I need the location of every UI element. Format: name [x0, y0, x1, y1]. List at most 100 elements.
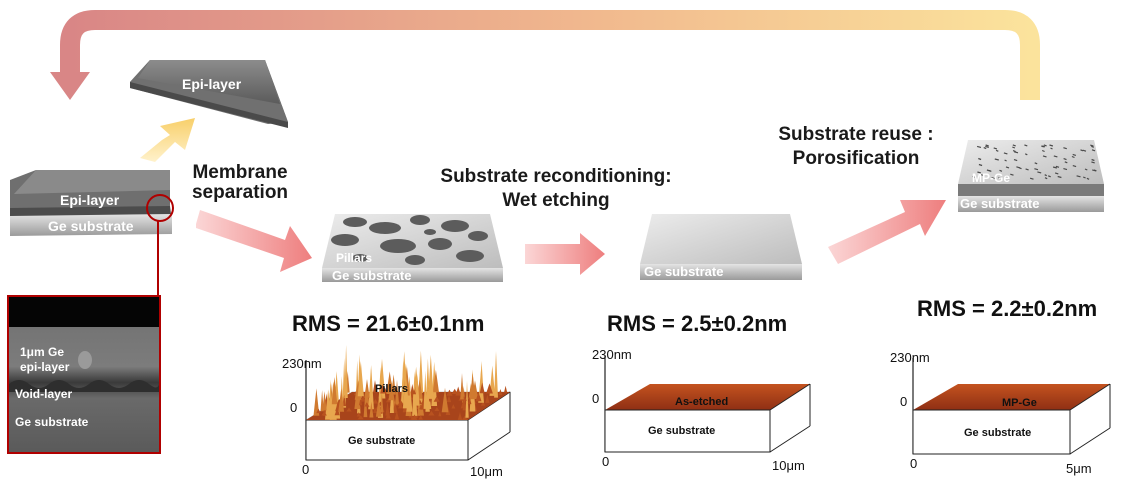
pore-mark [1013, 159, 1018, 162]
afm1-spike [455, 386, 461, 396]
afm1-spike [446, 395, 452, 403]
afm1-spike [423, 370, 427, 409]
pore-mark [976, 145, 982, 148]
afm1-spike [373, 380, 377, 393]
afm1-spike [412, 389, 417, 395]
pore-mark [972, 175, 977, 178]
afm1-spike [470, 373, 476, 400]
afm1-spike [385, 401, 390, 416]
pore-mark [1072, 165, 1077, 168]
afm1-spike [313, 388, 320, 416]
pore-mark [1044, 174, 1047, 177]
afm1-spike [356, 412, 361, 417]
afm1-z-zero: 0 [290, 400, 297, 415]
pore-mark [1090, 144, 1094, 147]
pore-mark [1014, 151, 1019, 154]
pore-mark [1041, 149, 1045, 153]
afm2-z-top: 230nm [592, 347, 632, 362]
arrow-to-pillars [196, 210, 312, 272]
afm1-substrate-label: Ge substrate [348, 435, 415, 447]
afm1-spike [427, 354, 434, 399]
afm1-spike [460, 373, 464, 400]
afm1-spike [475, 392, 482, 402]
afm1-spike [338, 388, 345, 412]
pore-mark [1063, 147, 1067, 150]
afm1-spike [375, 397, 382, 417]
start-substrate-label: Ge substrate [48, 218, 134, 234]
stage1-substrate-label: Ge substrate [332, 268, 411, 283]
pore-mark [1037, 171, 1042, 174]
start-epi-label: Epi-layer [60, 192, 120, 208]
afm1-spike [394, 411, 400, 420]
afm1-spike [380, 392, 384, 413]
afm1-spike [368, 364, 374, 410]
pore-mark [1064, 161, 1068, 164]
pore-mark [1012, 150, 1016, 153]
pore-mark [1012, 146, 1016, 149]
afm1-spike [398, 397, 403, 408]
afm1-spike [386, 398, 391, 403]
pore-mark [1053, 155, 1058, 158]
pore-mark [988, 169, 992, 172]
afm-plot-1: 230nm 0 0 10μm Pillars Ge substrate [282, 344, 511, 479]
afm1-spike [316, 408, 321, 414]
afm2-x-zero: 0 [602, 454, 609, 469]
pore-mark [983, 147, 987, 150]
pore-mark [1004, 159, 1007, 162]
afm1-spike [364, 402, 369, 407]
afm1-spike [331, 377, 338, 405]
pore-mark [1050, 147, 1053, 150]
afm1-spike [359, 397, 363, 406]
afm1-spike [395, 379, 400, 405]
pore-mark [1055, 165, 1060, 168]
afm1-spike [467, 396, 472, 405]
stage-2-wafer: Ge substrate [640, 214, 802, 280]
pore-mark [1052, 166, 1058, 169]
pore-mark [1091, 161, 1095, 164]
separated-epi-layer: Epi-layer [130, 60, 288, 128]
pore-mark [1063, 158, 1067, 161]
stage-3-wafer: MP-Ge Ge substrate [958, 140, 1104, 212]
sem-substrate-label: Ge substrate [15, 415, 89, 429]
afm2-x-max: 10μm [772, 458, 805, 473]
afm2-z-zero: 0 [592, 391, 599, 406]
afm1-spike [447, 389, 451, 396]
pore-mark [1042, 155, 1047, 158]
separated-epi-label: Epi-layer [182, 76, 242, 92]
afm1-spike [480, 401, 486, 406]
pore-mark [1044, 177, 1048, 180]
pore-mark [1047, 175, 1051, 178]
afm1-spike [494, 351, 498, 398]
afm1-spike [334, 408, 340, 416]
pore-mark [1043, 144, 1047, 147]
pore-mark [1063, 168, 1068, 171]
sem-epi-label: 1μm Ge epi-layer [20, 345, 70, 374]
pore-mark [978, 157, 982, 161]
afm3-x-max: 5μm [1066, 461, 1092, 476]
afm1-spike [380, 384, 385, 394]
pore-mark [977, 171, 982, 174]
afm1-spike [479, 382, 485, 394]
pore-mark [1082, 176, 1086, 179]
pore-mark [1072, 153, 1077, 156]
sem-void-label: Void-layer [15, 387, 72, 401]
afm1-spike [344, 344, 348, 398]
pore-mark [1042, 145, 1046, 148]
afm1-spike [357, 415, 364, 420]
afm1-spike [462, 415, 468, 420]
pore-mark [999, 169, 1003, 172]
step3-label: Substrate reuse : Porosification [778, 124, 933, 169]
stage2-rms: RMS = 2.5±0.2nm [607, 311, 787, 336]
afm3-x-zero: 0 [910, 456, 917, 471]
pore-mark [1091, 145, 1095, 148]
afm1-spike [434, 407, 440, 411]
pore-mark [1012, 144, 1016, 147]
afm1-spike [346, 407, 352, 412]
afm-plot-3: 230nm 0 0 5μm MP-Ge Ge substrate [890, 350, 1111, 476]
afm1-surface-label: Pillars [375, 383, 408, 395]
pore-mark [1010, 173, 1014, 176]
pore-mark [1005, 166, 1010, 169]
afm1-spike [465, 380, 469, 418]
afm1-spike [364, 379, 370, 398]
afm1-spike [418, 415, 423, 420]
